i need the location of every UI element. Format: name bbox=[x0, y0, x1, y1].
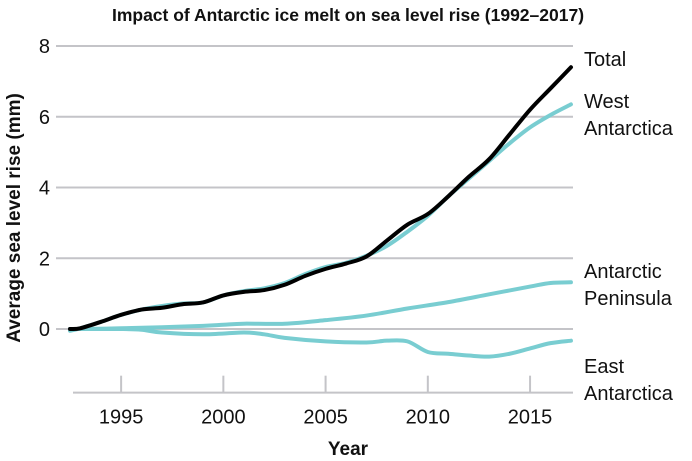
series-label: Antarctica bbox=[584, 118, 674, 140]
y-tick-label: 8 bbox=[39, 36, 50, 58]
x-tick-label: 2000 bbox=[201, 407, 246, 429]
series-label: West bbox=[584, 91, 630, 113]
series-line-west-antarctica bbox=[68, 102, 573, 333]
series-label: Antarctica bbox=[584, 383, 674, 405]
y-tick-label: 4 bbox=[39, 178, 50, 200]
series-labels: Total West Antarctica Antarctic Peninsula Eas… bbox=[584, 49, 674, 405]
series-label: Total bbox=[584, 49, 626, 71]
chart-title: Impact of Antarctic ice melt on sea leve… bbox=[112, 5, 584, 25]
series-line-total bbox=[68, 65, 573, 332]
y-tick-label: 6 bbox=[39, 107, 50, 129]
x-tick-label: 1995 bbox=[99, 407, 144, 429]
series-lines bbox=[68, 65, 573, 359]
x-tick-label: 2010 bbox=[406, 407, 451, 429]
series-line-antarctic-peninsula bbox=[68, 280, 573, 332]
y-axis-ticks: 0 2 4 6 8 bbox=[39, 36, 50, 341]
y-axis-label: Average sea level rise (mm) bbox=[4, 93, 25, 343]
series-line-east-antarctica bbox=[68, 326, 573, 359]
series-label: East bbox=[584, 356, 624, 378]
y-tick-label: 0 bbox=[39, 319, 50, 341]
x-tick-label: 2005 bbox=[303, 407, 348, 429]
x-axis-ticks: 1995 2000 2005 2010 2015 bbox=[99, 375, 553, 429]
y-tick-label: 2 bbox=[39, 248, 50, 270]
series-label: Peninsula bbox=[584, 288, 673, 310]
series-label: Antarctic bbox=[584, 261, 662, 283]
x-axis-label: Year bbox=[328, 439, 369, 460]
gridlines bbox=[56, 45, 573, 394]
x-tick-label: 2015 bbox=[508, 407, 553, 429]
